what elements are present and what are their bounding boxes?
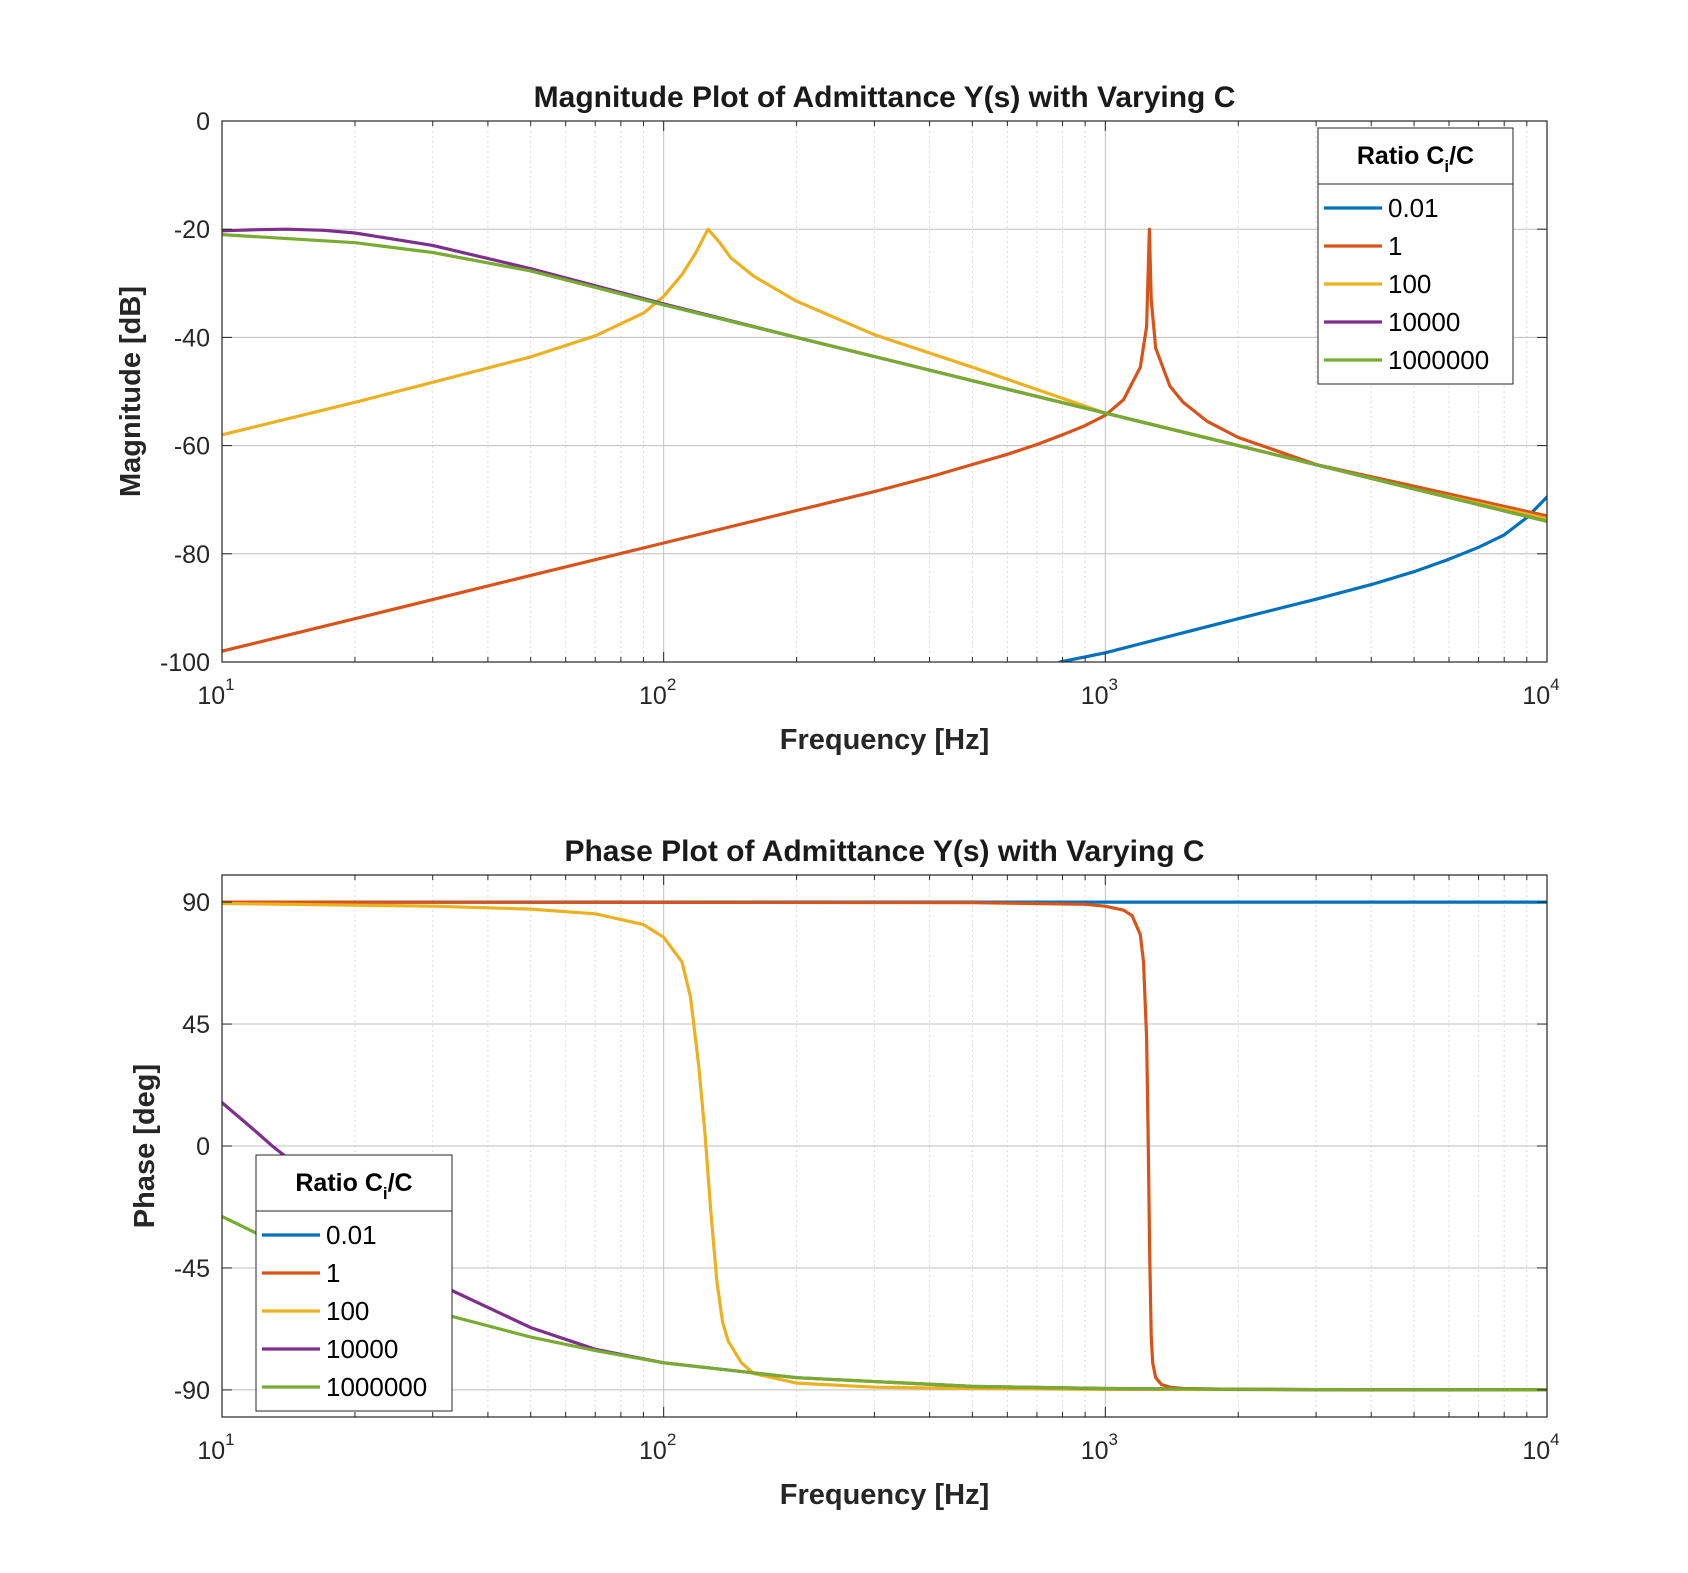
legend-entry-1000000: 1000000 bbox=[1388, 345, 1489, 375]
x-tick-exponent: 1 bbox=[225, 1430, 234, 1449]
x-tick-base: 10 bbox=[197, 682, 225, 710]
legend-title-main: Ratio C bbox=[295, 1169, 383, 1197]
y-tick-label: -80 bbox=[174, 541, 210, 569]
y-axis-label: Phase [deg] bbox=[129, 1064, 161, 1228]
legend-title-suffix: /C bbox=[388, 1169, 413, 1197]
legend-entry-1: 1 bbox=[326, 1258, 340, 1288]
x-tick-base: 10 bbox=[1522, 682, 1550, 710]
x-tick-label: 104 bbox=[1522, 675, 1559, 710]
x-tick-base: 10 bbox=[1522, 1437, 1550, 1465]
legend-title-suffix: /C bbox=[1449, 142, 1474, 170]
chart-title: Magnitude Plot of Admittance Y(s) with V… bbox=[534, 81, 1236, 114]
series-group bbox=[222, 227, 1547, 662]
x-tick-exponent: 2 bbox=[667, 1430, 676, 1449]
x-tick-exponent: 4 bbox=[1550, 675, 1559, 694]
chart-title: Phase Plot of Admittance Y(s) with Varyi… bbox=[564, 835, 1204, 868]
series-line-100 bbox=[222, 227, 1547, 521]
legend-entry-1000000: 1000000 bbox=[326, 1372, 427, 1402]
y-tick-label: 45 bbox=[182, 1011, 210, 1039]
legend: Ratio Ci/C 0.01 1 100 10000 1000000 bbox=[255, 1154, 453, 1412]
grid bbox=[221, 120, 1548, 663]
y-tick-label: -60 bbox=[174, 433, 210, 461]
x-tick-label: 102 bbox=[639, 1430, 676, 1465]
legend-entry-10000: 10000 bbox=[1388, 307, 1460, 337]
x-tick-label: 103 bbox=[1081, 1430, 1118, 1465]
axes-box bbox=[221, 120, 1548, 663]
y-tick-label: 0 bbox=[196, 1133, 210, 1161]
x-tick-exponent: 3 bbox=[1109, 1430, 1118, 1449]
y-tick-label: 0 bbox=[196, 108, 210, 136]
x-tick-exponent: 2 bbox=[667, 675, 676, 694]
x-tick-label: 101 bbox=[197, 1430, 234, 1465]
x-axis-label: Frequency [Hz] bbox=[780, 724, 989, 756]
legend-entry-0.01: 0.01 bbox=[326, 1220, 377, 1250]
x-tick-base: 10 bbox=[1081, 1437, 1109, 1465]
x-axis-label: Frequency [Hz] bbox=[780, 1479, 989, 1511]
x-tick-label: 102 bbox=[639, 675, 676, 710]
x-tick-base: 10 bbox=[197, 1437, 225, 1465]
x-tick-exponent: 3 bbox=[1109, 675, 1118, 694]
y-tick-label: -90 bbox=[174, 1377, 210, 1405]
x-tick-exponent: 1 bbox=[225, 675, 234, 694]
y-axis-label: Magnitude [dB] bbox=[115, 286, 147, 497]
legend-entry-10000: 10000 bbox=[326, 1334, 398, 1364]
legend-box bbox=[1317, 127, 1514, 385]
x-tick-label: 101 bbox=[197, 675, 234, 710]
x-tick-base: 10 bbox=[1081, 682, 1109, 710]
y-tick-label: -100 bbox=[160, 649, 210, 677]
x-tick-base: 10 bbox=[639, 682, 667, 710]
x-tick-label: 103 bbox=[1081, 675, 1118, 710]
y-tick-label: 90 bbox=[182, 889, 210, 917]
x-tick-base: 10 bbox=[639, 1437, 667, 1465]
y-tick-label: -20 bbox=[174, 216, 210, 244]
legend-title-subscript: i bbox=[383, 1184, 388, 1203]
legend-title-main: Ratio C bbox=[1357, 142, 1445, 170]
x-tick-label: 104 bbox=[1522, 1430, 1559, 1465]
y-tick-label: -40 bbox=[174, 324, 210, 352]
legend-entry-0.01: 0.01 bbox=[1388, 193, 1439, 223]
legend-box bbox=[255, 1154, 453, 1412]
series-line-1000000 bbox=[222, 233, 1547, 523]
y-tick-label: -45 bbox=[174, 1255, 210, 1283]
x-tick-exponent: 4 bbox=[1550, 1430, 1559, 1449]
legend-title-subscript: i bbox=[1444, 157, 1449, 176]
series-line-0.01 bbox=[1058, 495, 1547, 662]
legend-entry-100: 100 bbox=[1388, 269, 1431, 299]
legend-title: Ratio Ci/C bbox=[295, 1169, 412, 1203]
legend-title: Ratio Ci/C bbox=[1357, 142, 1474, 176]
legend-entry-100: 100 bbox=[326, 1296, 369, 1326]
legend: Ratio Ci/C 0.01 1 100 10000 1000000 bbox=[1317, 127, 1514, 385]
series-line-100 bbox=[222, 901, 1547, 1392]
series-line-1 bbox=[222, 227, 1547, 653]
legend-entry-1: 1 bbox=[1388, 231, 1402, 261]
